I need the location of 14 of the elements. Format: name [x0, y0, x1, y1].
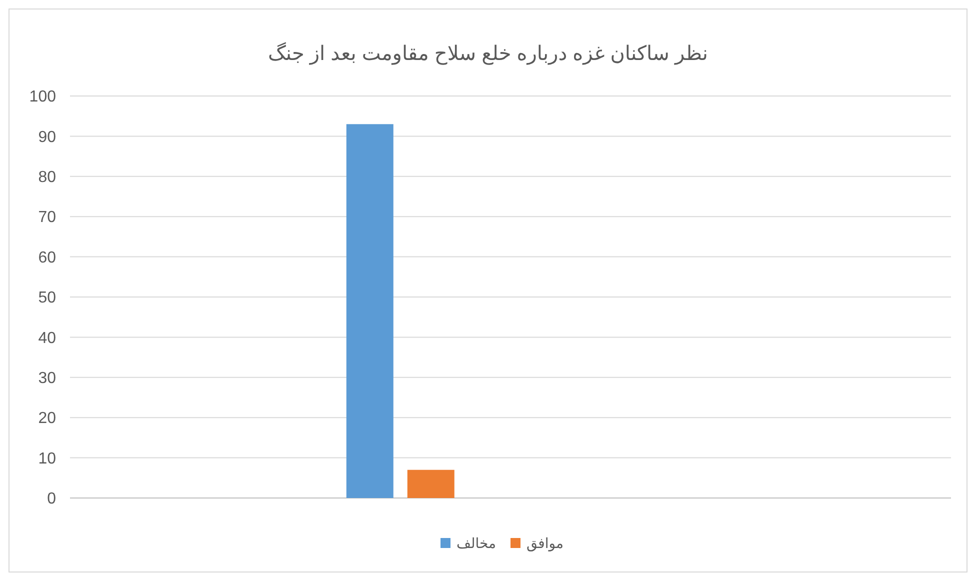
- legend-label: موافق: [526, 534, 564, 552]
- y-tick-label: 100: [29, 88, 56, 106]
- y-tick-label: 30: [38, 370, 56, 387]
- y-tick-label: 80: [38, 169, 56, 186]
- y-tick-label: 0: [47, 490, 56, 508]
- y-tick-label: 10: [38, 450, 56, 468]
- y-tick-label: 40: [38, 330, 56, 347]
- y-tick-label: 70: [38, 209, 56, 226]
- y-tick-label: 90: [38, 128, 56, 146]
- y-tick-label: 20: [38, 410, 56, 428]
- y-tick-label: 50: [38, 290, 56, 307]
- chart-title: نظر ساکنان غزه درباره خلع سلاح مقاومت بعد از جنگ: [268, 42, 708, 65]
- legend-label: مخالف: [456, 534, 496, 551]
- y-tick-label: 60: [38, 249, 56, 266]
